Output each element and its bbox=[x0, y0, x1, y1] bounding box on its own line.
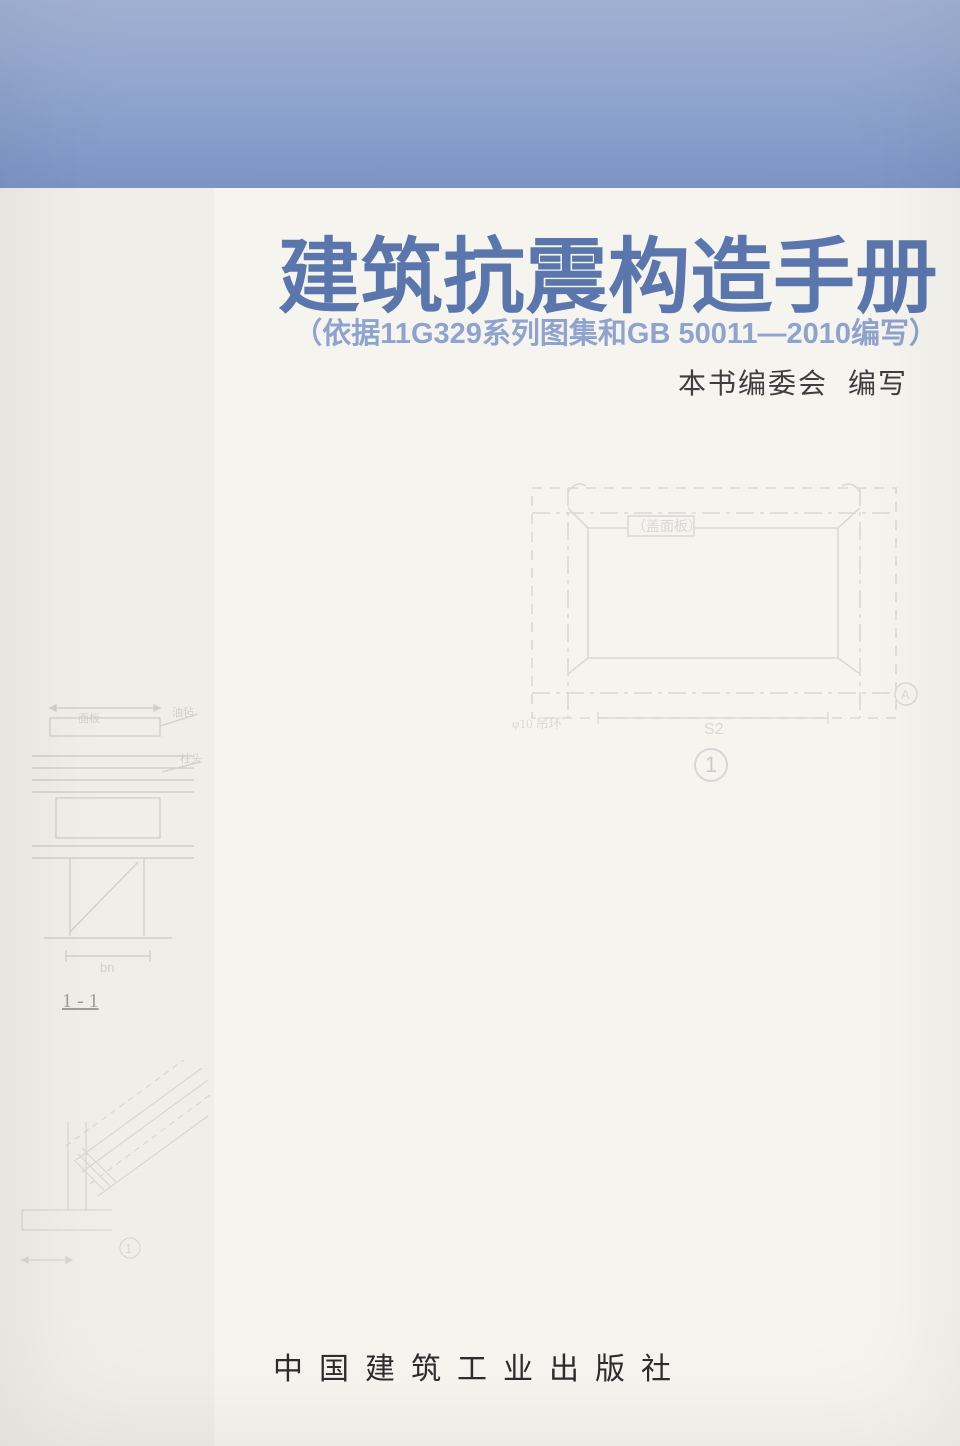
svg-text:（盖面板）: （盖面板） bbox=[632, 519, 702, 535]
header-color-band bbox=[0, 0, 960, 188]
book-subtitle: （依据11G329系列图集和GB 50011—2010编写） bbox=[232, 310, 938, 352]
diagram-left-lower: 1 bbox=[16, 1060, 211, 1280]
svg-text:φ10 吊环: φ10 吊环 bbox=[512, 716, 562, 731]
diagram-top-right-marker: 1 bbox=[694, 748, 728, 782]
author-action: 编写 bbox=[848, 368, 908, 399]
svg-text:S2: S2 bbox=[704, 721, 724, 738]
svg-text:bn: bn bbox=[100, 960, 114, 975]
diagram-left-upper: 面板 油毡 柱头 bn bbox=[22, 700, 204, 982]
publisher-name: 中国建筑工业出版社 bbox=[0, 1344, 960, 1388]
diagram-top-right: （盖面板） S2 φ10 吊环 A bbox=[508, 468, 920, 768]
svg-text:A: A bbox=[901, 687, 910, 702]
svg-text:1: 1 bbox=[125, 1241, 132, 1256]
svg-text:面板: 面板 bbox=[78, 711, 100, 725]
svg-text:油毡: 油毡 bbox=[172, 705, 194, 719]
svg-text:柱头: 柱头 bbox=[180, 751, 202, 765]
author-line: 本书编委会编写 bbox=[678, 362, 908, 402]
diagram-top-right-marker-label: 1 bbox=[705, 752, 717, 778]
author-org: 本书编委会 bbox=[678, 368, 828, 399]
diagram-left-upper-caption: 1 - 1 bbox=[62, 990, 99, 1013]
